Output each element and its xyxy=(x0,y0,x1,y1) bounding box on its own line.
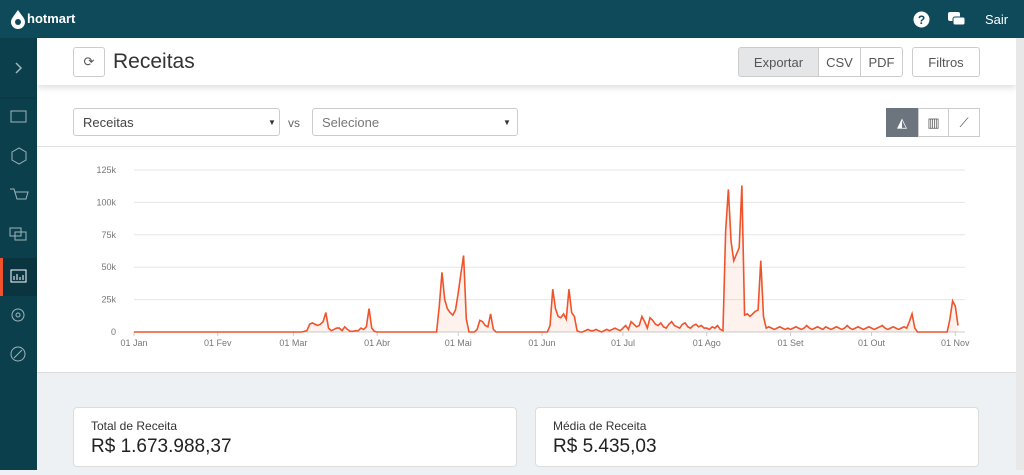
summary-card: Média de Receita R$ 5.435,03 xyxy=(535,407,979,467)
y-tick-label: 75k xyxy=(101,230,116,240)
svg-text:?: ? xyxy=(918,13,925,27)
compare-select[interactable]: Selecione xyxy=(312,108,518,136)
x-tick-label: 01 Nov xyxy=(941,338,970,348)
y-tick-label: 100k xyxy=(96,197,116,207)
x-tick-label: 01 Mai xyxy=(445,338,472,348)
x-tick-label: 01 Out xyxy=(858,338,886,348)
x-tick-label: 01 Set xyxy=(777,338,804,348)
filter-button[interactable]: Filtros xyxy=(912,47,980,77)
content: ⟳ Receitas Exportar CSV PDF Filtros Rece… xyxy=(37,38,1016,471)
scrollbar xyxy=(1016,38,1024,470)
caret: ▼ xyxy=(268,118,276,127)
metric-select[interactable]: Receitas xyxy=(73,108,280,136)
y-tick-label: 50k xyxy=(101,262,116,272)
summary-card: Total de Receita R$ 1.673.988,37 xyxy=(73,407,517,467)
x-tick-label: 01 Jan xyxy=(120,338,147,348)
help-icon[interactable]: ? xyxy=(913,11,930,28)
x-tick-label: 01 Jun xyxy=(528,338,555,348)
line-view-button[interactable]: ⟋ xyxy=(948,108,980,137)
summary-label: Média de Receita xyxy=(553,419,647,433)
vs-label: vs xyxy=(288,116,300,130)
logout[interactable]: Sair xyxy=(985,12,1009,27)
x-tick-label: 01 Jul xyxy=(611,338,635,348)
y-tick-label: 125k xyxy=(96,165,116,175)
csv-button[interactable]: CSV xyxy=(818,47,861,77)
line xyxy=(134,185,959,333)
logo-icon xyxy=(11,10,25,29)
top-bar: hotmart ? Sair xyxy=(0,0,1024,38)
bar-view-button[interactable]: ▥ xyxy=(918,108,949,137)
x-tick-label: 01 Mar xyxy=(279,338,307,348)
export-button[interactable]: Exportar xyxy=(738,47,819,77)
refresh-button[interactable]: ⟳ xyxy=(73,47,105,77)
chart: 0 25k 50k 75k 100k 125k 01 Jan 01 Fev 01 Mar 01 A… xyxy=(96,165,970,348)
y-tick-label: 25k xyxy=(101,295,116,305)
page-title: Receitas xyxy=(113,50,195,73)
area-view-button[interactable]: ◭ xyxy=(886,108,918,137)
divider xyxy=(37,146,1016,147)
summary-value: R$ 1.673.988,37 xyxy=(91,436,232,457)
x-tick-label: 01 Abr xyxy=(364,338,390,348)
y-tick-label: 0 xyxy=(111,327,116,337)
x-tick-label: 01 Fev xyxy=(204,338,232,348)
brand: hotmart xyxy=(27,11,76,26)
sidebar-icons xyxy=(0,62,37,362)
summary-label: Total de Receita xyxy=(91,419,178,433)
caret: ▼ xyxy=(503,118,511,127)
sidebar xyxy=(0,38,37,470)
pdf-button[interactable]: PDF xyxy=(860,47,903,77)
chat-icon[interactable] xyxy=(947,11,967,28)
summary-value: R$ 5.435,03 xyxy=(553,436,657,457)
x-tick-label: 01 Ago xyxy=(693,338,721,348)
area xyxy=(134,185,958,332)
